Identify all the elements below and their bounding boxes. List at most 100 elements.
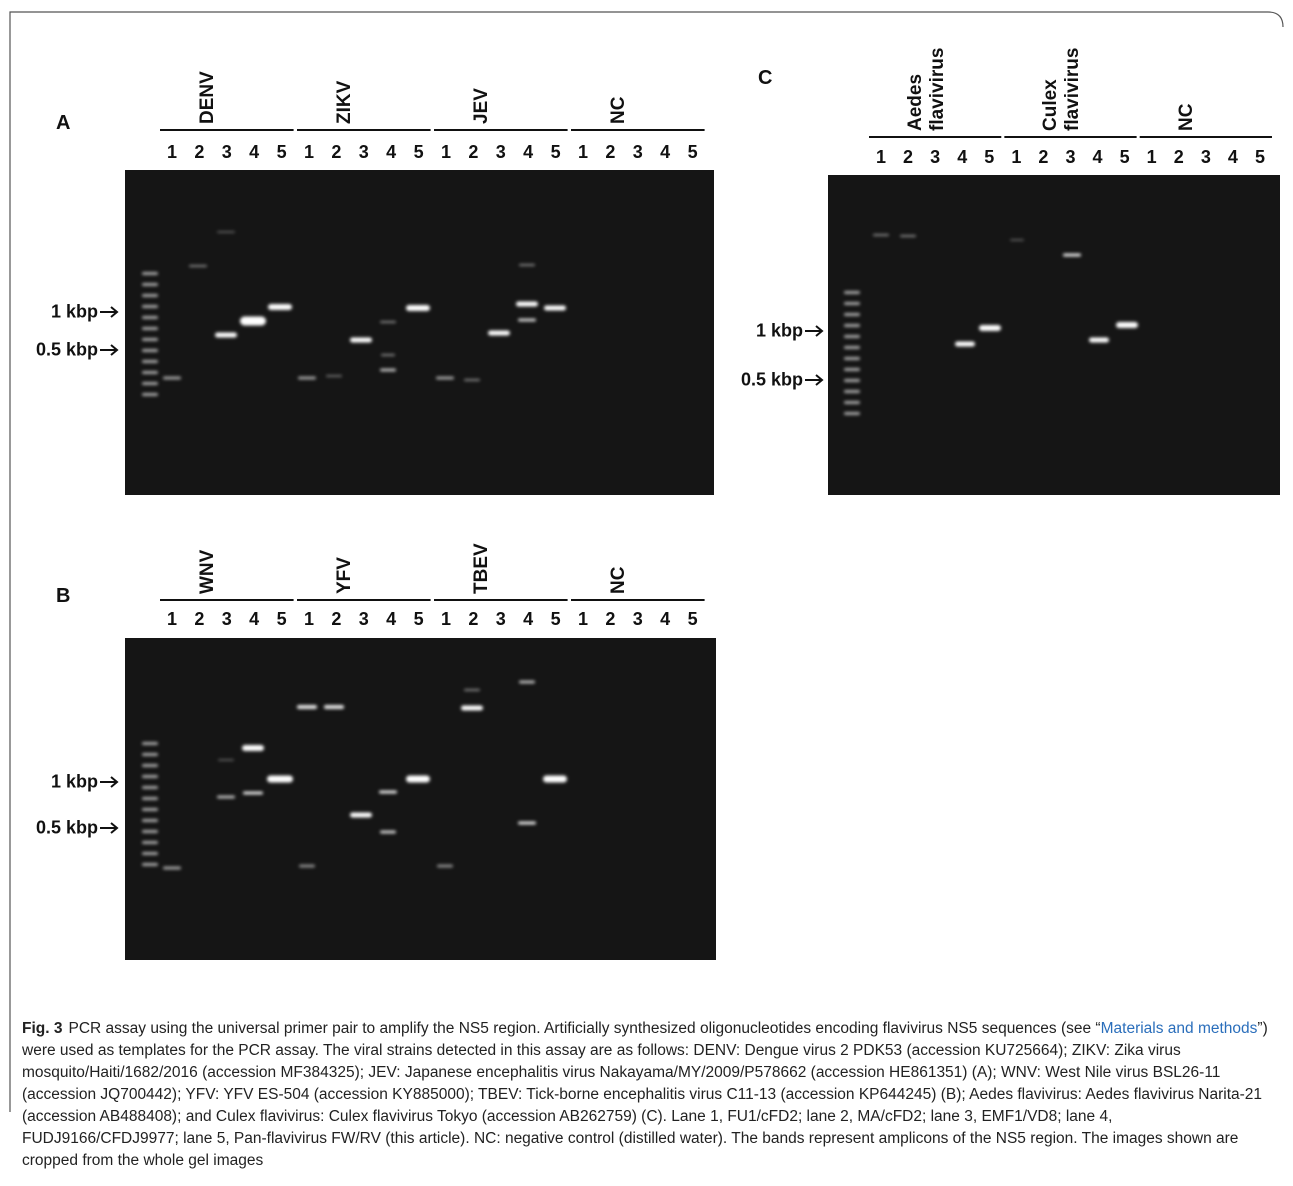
gel-band — [437, 864, 453, 868]
size-marker: 1 kbp — [50, 771, 98, 792]
lane-number: 4 — [1092, 147, 1103, 167]
gel-band — [350, 812, 372, 818]
gel-band — [297, 705, 317, 709]
lane-number: 5 — [413, 142, 424, 162]
ladder-band — [142, 742, 158, 745]
group-label: NC — [607, 96, 629, 124]
lane-number: 1 — [303, 609, 315, 629]
marker-arrow — [100, 306, 119, 318]
gel-band — [518, 821, 536, 825]
marker-arrow — [100, 344, 119, 356]
ladder-band — [142, 797, 158, 800]
group-label: NC — [607, 566, 629, 594]
lane-number: 1 — [1011, 147, 1022, 167]
ladder-band — [142, 819, 158, 822]
gel-band — [218, 759, 234, 761]
marker-arrow — [805, 325, 824, 337]
ladder-band — [844, 324, 860, 327]
gel-band — [324, 705, 344, 709]
ladder-band — [844, 401, 860, 404]
gel-band — [1063, 253, 1081, 257]
lane-number: 1 — [577, 142, 589, 162]
ladder-band — [844, 368, 860, 371]
gel-band — [519, 680, 535, 684]
ladder-band — [142, 830, 158, 833]
lane-number: 3 — [632, 142, 643, 162]
lane-number: 4 — [386, 609, 397, 629]
marker-arrow — [100, 822, 119, 834]
gel-band — [406, 305, 430, 311]
gel-image — [125, 638, 716, 960]
lane-number: 5 — [687, 142, 698, 162]
lane-number: 3 — [495, 142, 506, 162]
marker-arrow — [100, 776, 119, 788]
gel-band — [1116, 322, 1138, 328]
lane-number: 1 — [303, 142, 315, 162]
lane-number: 5 — [276, 142, 287, 162]
gel-band — [189, 265, 207, 267]
panel-label: B — [56, 585, 71, 607]
size-marker: 1 kbp — [755, 320, 803, 341]
lane-number: 5 — [550, 142, 561, 162]
lane-number: 2 — [605, 609, 616, 629]
ladder-band — [844, 390, 860, 393]
caption-text: ”) were used as templates for the PCR as… — [22, 1020, 1268, 1169]
ladder-band — [844, 379, 860, 382]
panel-label: A — [56, 112, 71, 134]
ladder-band — [844, 335, 860, 338]
lane-number: 1 — [440, 609, 452, 629]
size-marker: 0.5 kbp — [740, 369, 803, 390]
ladder-band — [142, 852, 158, 855]
lane-number: 4 — [660, 142, 671, 162]
caption: Fig. 3 PCR assay using the universal prim… — [22, 1018, 1272, 1172]
ladder-band — [844, 302, 860, 305]
lane-number: 4 — [523, 142, 534, 162]
gel-band — [1010, 239, 1024, 241]
ladder-band — [142, 327, 158, 330]
ladder-band — [844, 291, 860, 294]
lane-number: 5 — [1119, 147, 1130, 167]
lane-number: 1 — [875, 147, 887, 167]
lane-number: 1 — [166, 609, 178, 629]
gel-band — [873, 234, 889, 236]
gel-band — [267, 775, 293, 783]
gel-band — [350, 337, 372, 343]
size-marker: 0.5 kbp — [35, 817, 98, 838]
gel-band — [436, 376, 454, 380]
ladder-band — [142, 393, 158, 396]
lane-number: 3 — [221, 609, 232, 629]
gel-band — [406, 775, 430, 783]
lane-number: 2 — [903, 147, 914, 167]
lane-number: 3 — [495, 609, 506, 629]
lane-number: 5 — [550, 609, 561, 629]
figure-label: Fig. 3 — [22, 1020, 63, 1037]
group-label: ZIKV — [333, 80, 355, 124]
panel-label: C — [758, 67, 773, 89]
gel-band — [163, 376, 181, 380]
group-label: Culex flavivirus — [1040, 47, 1084, 131]
gel-band — [544, 305, 566, 311]
gel-band — [379, 790, 397, 794]
ladder-band — [142, 753, 158, 756]
lane-number: 4 — [1227, 147, 1238, 167]
gel-band — [543, 775, 567, 783]
ladder-band — [844, 412, 860, 415]
lane-number: 2 — [605, 142, 616, 162]
gel-band — [488, 330, 510, 336]
gel-band — [900, 235, 916, 237]
ladder-band — [142, 305, 158, 308]
group-label: TBEV — [470, 543, 492, 594]
lane-number: 4 — [957, 147, 968, 167]
lane-number: 3 — [358, 609, 369, 629]
lane-number: 2 — [331, 609, 342, 629]
lane-number: 3 — [1065, 147, 1076, 167]
ladder-band — [142, 786, 158, 789]
size-marker: 1 kbp — [50, 301, 98, 322]
caption-link[interactable]: Materials and methods — [1100, 1020, 1258, 1037]
ladder-band — [142, 316, 158, 319]
gel-band — [240, 316, 266, 326]
ladder-band — [142, 294, 158, 297]
lane-number: 2 — [331, 142, 342, 162]
